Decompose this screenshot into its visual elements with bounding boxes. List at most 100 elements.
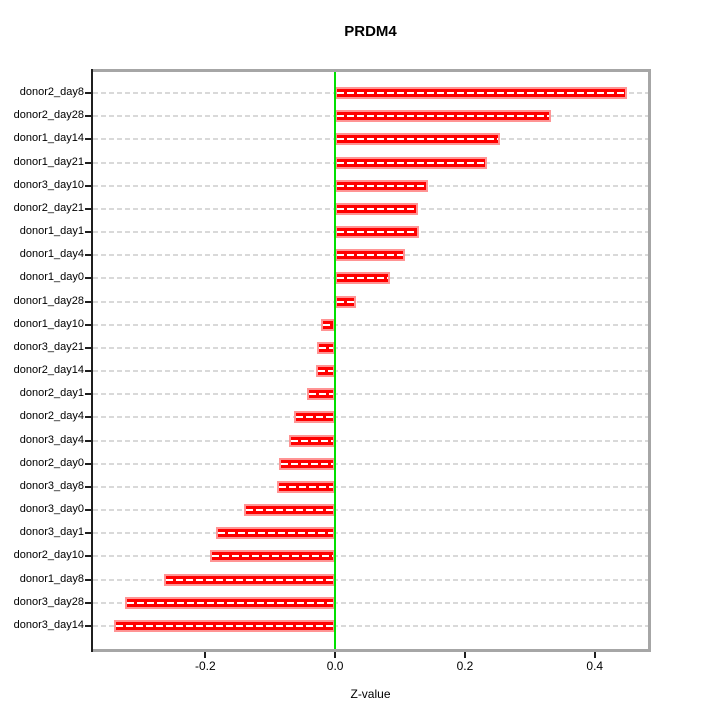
bar-row [93,110,648,123]
bar-row [93,318,648,331]
chart-title: PRDM4 [344,23,397,40]
bar-inner-dash [337,161,485,164]
y-axis-tick [85,370,93,373]
bar [316,341,336,354]
y-axis-label: donor1_day1 [19,225,84,238]
bar-row [93,388,648,401]
bar [293,411,336,424]
bar-inner-dash [278,485,334,488]
x-axis-tick [334,652,337,658]
bar-inner-dash [245,509,334,512]
bar [289,434,336,447]
y-axis-label: donor3_day28 [13,595,84,608]
bar-inner-dash [337,184,426,187]
bar-row [93,457,648,470]
bar [335,156,487,169]
gridline [93,323,648,326]
y-axis-tick [85,555,93,558]
zero-reference-line [334,72,337,649]
y-axis-tick [85,138,93,141]
x-axis-title: Z-value [350,687,391,701]
y-axis-tick [85,416,93,419]
bar-inner-dash [323,323,334,326]
gridline [93,485,648,488]
bar [124,596,336,609]
gridline [93,346,648,349]
y-axis-label: donor3_day10 [13,178,84,191]
bar-inner-dash [211,555,334,558]
bar-inner-dash [318,370,334,373]
bar-row [93,527,648,540]
bar-row [93,596,648,609]
y-axis-label: donor3_day8 [19,479,84,492]
bar-row [93,295,648,308]
bar-inner-dash [337,115,550,118]
bar [335,110,552,123]
x-axis-tick [204,652,207,658]
y-axis-label: donor2_day10 [13,549,84,562]
bar-inner-dash [318,346,334,349]
y-axis-label: donor3_day21 [13,340,84,353]
bar [316,365,336,378]
y-axis-label: donor2_day4 [19,410,84,423]
x-axis-tick-label: 0.0 [326,659,344,673]
bar [209,550,336,563]
bar-row [93,365,648,378]
bar [335,202,419,215]
bar-inner-dash [291,439,334,442]
y-axis-label: donor2_day8 [19,86,84,98]
bar-inner-dash [218,532,334,535]
bar-row [93,573,648,586]
bar-row [93,133,648,146]
y-axis-tick [85,115,93,118]
plot-box-top-border [91,69,651,72]
bar-row [93,411,648,424]
y-axis-line [91,69,93,652]
bar-inner-dash [115,624,334,627]
y-axis-label: donor3_day14 [13,618,84,631]
bar-inner-dash [337,277,388,280]
bar [335,226,419,239]
bar-inner-dash [337,231,417,234]
y-axis-tick [85,323,93,326]
bar-inner-dash [337,254,404,257]
y-axis-label: donor2_day28 [13,109,84,122]
x-axis-tick [593,652,596,658]
bar [335,179,428,192]
bar [243,504,336,517]
gridline [93,555,648,558]
bar-row [93,156,648,169]
bar [306,388,336,401]
y-axis-label: donor3_day4 [19,433,84,446]
bar-inner-dash [337,300,354,303]
gridline [93,532,648,535]
y-axis-tick [85,277,93,280]
y-axis-tick [85,92,93,94]
gridline [93,416,648,419]
y-axis-tick [85,624,93,627]
x-axis-tick [463,652,466,658]
y-axis-label: donor1_day21 [13,155,84,168]
bar-row [93,226,648,239]
y-axis-tick [85,346,93,349]
y-axis-tick [85,393,93,396]
bar [335,133,500,146]
y-axis-label: donor3_day1 [19,526,84,539]
bar-row [93,504,648,517]
plot-box-bottom-border [91,649,651,652]
bar [335,272,390,285]
y-axis-label: donor1_day10 [13,317,84,330]
plot-box-right-border [648,69,651,652]
bar [113,619,336,632]
gridline [93,578,648,581]
y-axis-tick [85,509,93,512]
bar-inner-dash [126,601,334,604]
bar [335,249,406,262]
gridline [93,300,648,303]
x-axis-tick-label: 0.4 [586,659,604,673]
y-axis-tick [85,207,93,210]
y-axis-label: donor1_day0 [19,271,84,284]
bar-row [93,87,648,99]
y-axis-tick [85,462,93,465]
x-axis-tick-label: 0.2 [456,659,474,673]
